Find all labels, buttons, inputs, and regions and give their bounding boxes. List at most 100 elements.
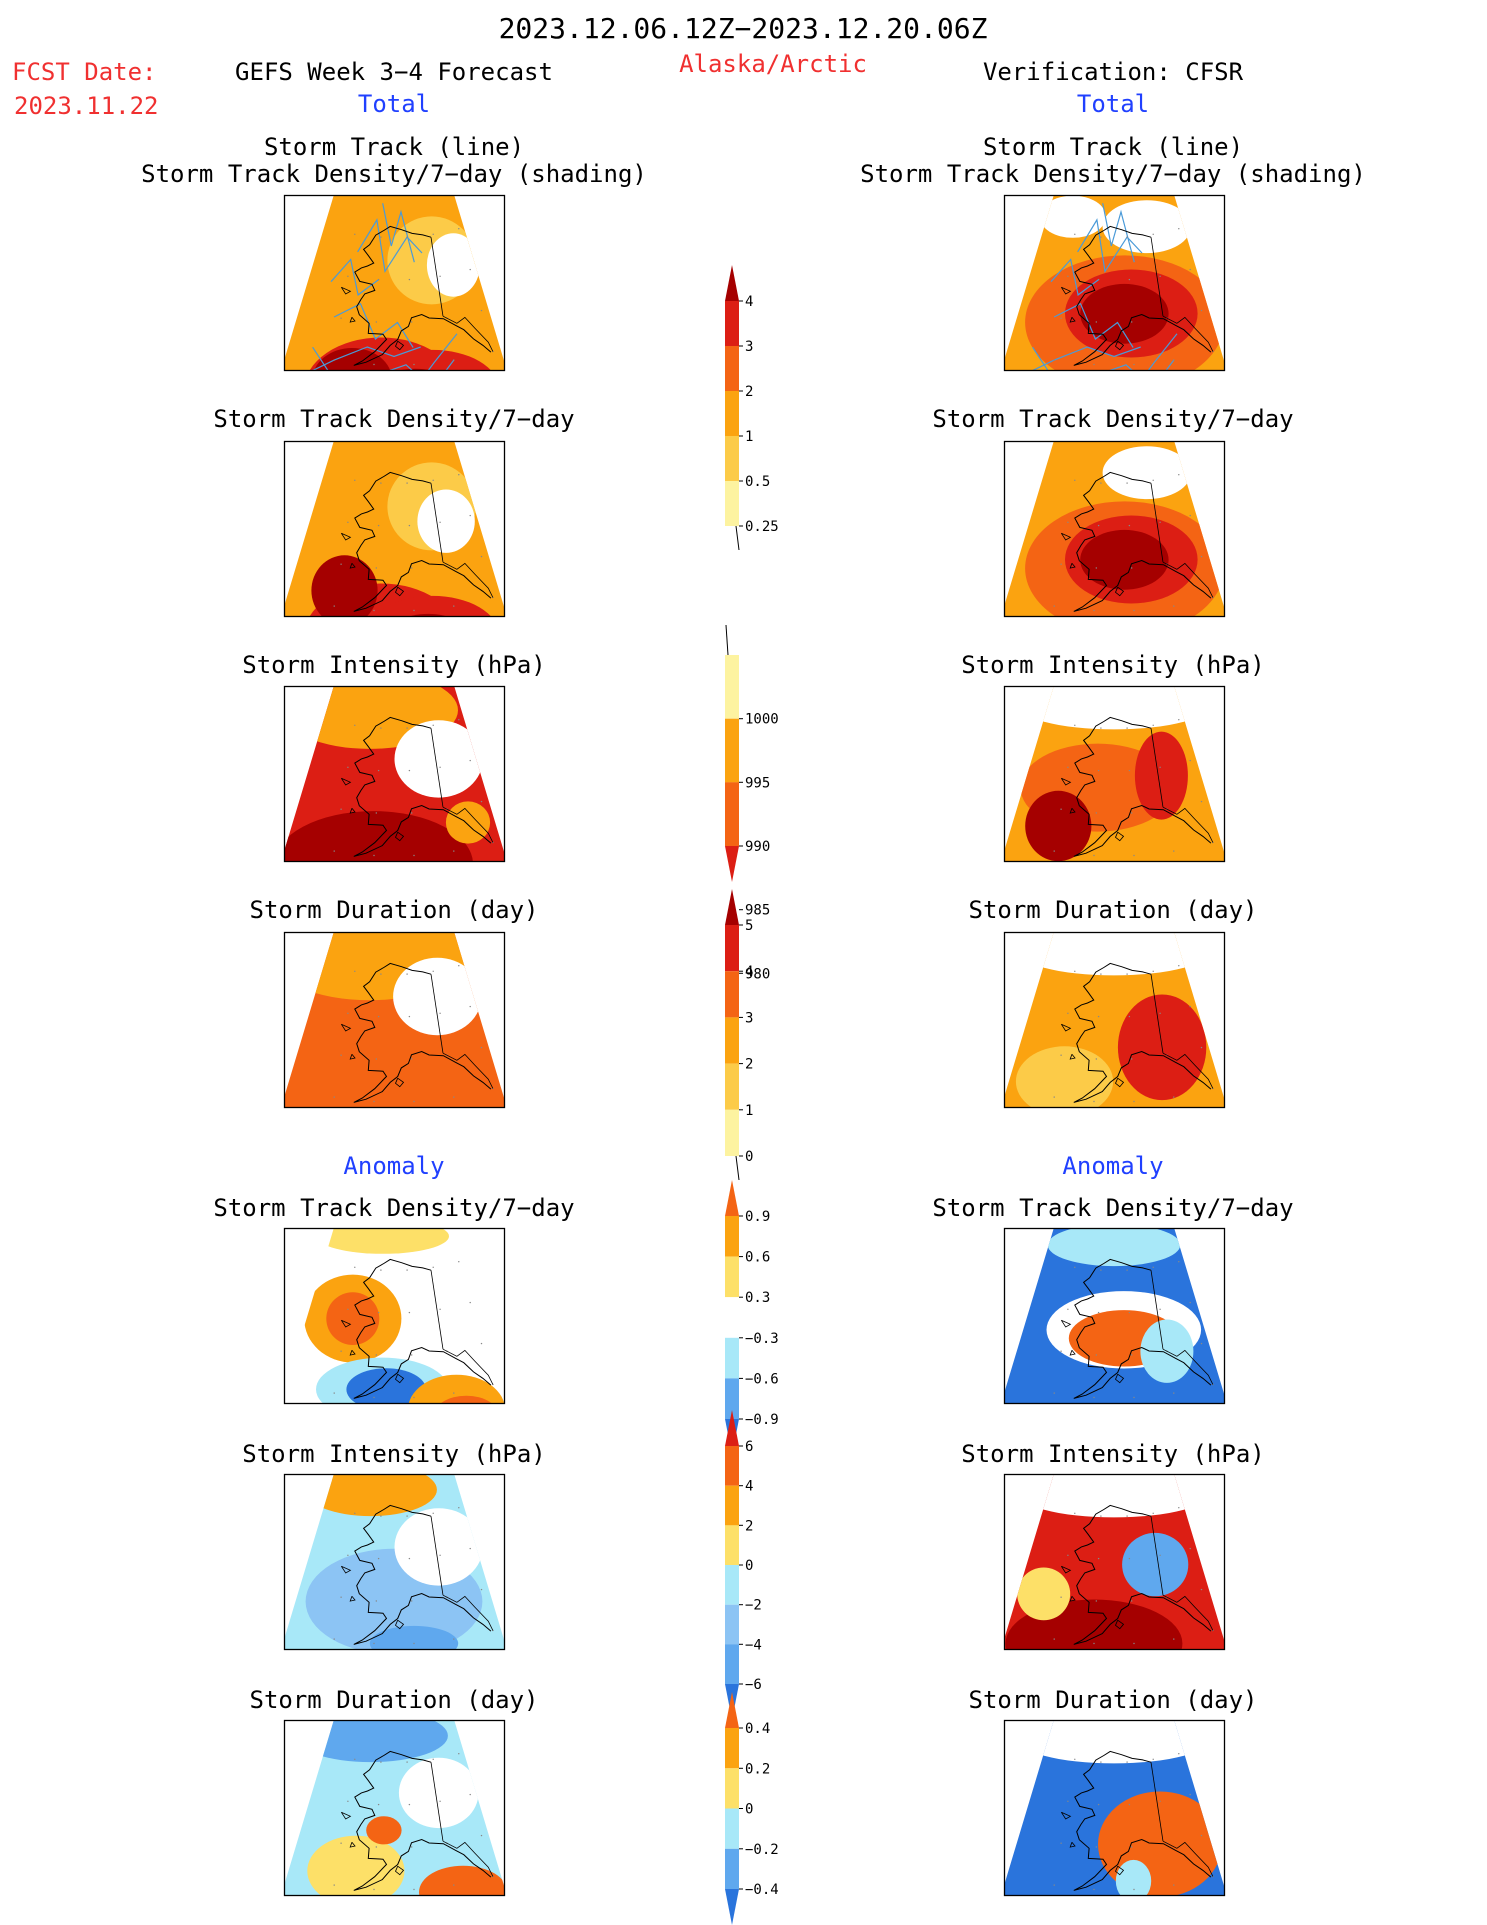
shading-blob (1015, 1046, 1114, 1108)
graticule-dot (469, 759, 471, 762)
graticule-dot (347, 1554, 349, 1556)
graticule-dot (1146, 683, 1147, 684)
island-outline (1115, 1865, 1125, 1876)
map-panel-forecast-storm-track (283, 192, 506, 372)
colorbar-density-total: 4 3 2 1 0.5 0.25 (725, 265, 779, 551)
graticule-dot (1152, 1758, 1154, 1760)
shading-blob (304, 1474, 437, 1517)
graticule-dot (408, 1311, 411, 1314)
graticule-dot (1095, 321, 1097, 323)
graticule-dot (432, 970, 434, 972)
coastline (353, 1750, 492, 1891)
graticule-dot (1189, 1547, 1191, 1550)
island-outline (1069, 807, 1076, 814)
colorbar-tick-label: −0.4 (745, 1882, 779, 1898)
shading-blob (1102, 200, 1191, 254)
graticule-dot (1060, 1842, 1062, 1844)
left-anom-density-title: Storm Track Density/7−day (213, 1194, 574, 1222)
graticule-dot (406, 236, 408, 238)
shading-blob (1014, 686, 1214, 730)
island-outline (1060, 532, 1072, 541)
graticule-dot (1097, 524, 1100, 527)
right-anom-density-title: Storm Track Density/7−day (932, 1194, 1293, 1222)
island-outline (1060, 286, 1072, 295)
graticule-dot (406, 973, 408, 975)
us-canada-border (1150, 1516, 1164, 1596)
graticule-dot (1053, 850, 1055, 852)
graticule-dot (377, 524, 380, 527)
us-canada-border (1150, 237, 1164, 317)
verification-title: Verification: CFSR (983, 58, 1244, 86)
colorbar-segment (725, 1728, 739, 1769)
graticule-dot (1095, 567, 1097, 569)
graticule-dot (1128, 278, 1131, 281)
graticule-dot (1200, 1046, 1203, 1049)
coastline (1073, 716, 1212, 857)
graticule-dot (1146, 1717, 1147, 1718)
graticule-dot (333, 1638, 335, 1640)
graticule-dot (406, 1761, 408, 1763)
shading-field (1004, 932, 1225, 1108)
graticule-dot (375, 1354, 377, 1356)
island-outline (1070, 1403, 1072, 1404)
graticule-dot (1133, 363, 1135, 366)
map-frame (1003, 931, 1226, 1109)
coastline (353, 1258, 492, 1399)
graticule-dot (1200, 1834, 1203, 1837)
graticule-dot (1178, 228, 1180, 230)
graticule-dot (1159, 1554, 1161, 1556)
island-outline (1070, 861, 1072, 862)
graticule-dot (1060, 317, 1062, 319)
graticule-dot (361, 929, 362, 930)
graticule-dot (1093, 1642, 1095, 1645)
shading-blob (1047, 1228, 1181, 1267)
map-panel-forecast-anomaly-duration (283, 1717, 506, 1897)
colorbar-tick-label: 6 (745, 1439, 753, 1455)
colorbar-tick-label: 2 (745, 384, 753, 400)
shading-blob (393, 957, 482, 1036)
colorbar-tick-label: −2 (745, 1598, 762, 1614)
graticule-dot (1126, 727, 1128, 729)
colorbar-tick-label: 3 (745, 339, 753, 355)
graticule-dot (453, 1884, 455, 1886)
coastline (1073, 962, 1212, 1103)
colorbar-segment (725, 718, 739, 783)
graticule-dot (439, 1554, 441, 1556)
island-outline (1115, 586, 1125, 597)
shading-blob (311, 555, 378, 617)
coastline (353, 471, 492, 612)
southeast-border (442, 1594, 494, 1631)
storm-track-line (333, 302, 414, 348)
colorbar-tick-label: 990 (745, 839, 770, 855)
southeast-border (1162, 806, 1214, 843)
graticule-dot (1053, 1096, 1055, 1098)
colorbar-tick-label: 0 (745, 1149, 753, 1165)
storm-track-line (1032, 333, 1178, 371)
graticule-dot (1097, 278, 1100, 281)
shading-blob (307, 1835, 405, 1896)
graticule-dot (1200, 555, 1203, 558)
graticule-dot (380, 236, 382, 238)
shading-blob (1134, 731, 1188, 820)
island-outline (340, 1023, 352, 1032)
shading-blob (1115, 1859, 1152, 1896)
map-panel-verification-anomaly-duration (1003, 1717, 1226, 1897)
colorbar-bottom-arrow (725, 846, 739, 882)
graticule-dot (361, 192, 362, 193)
graticule-dot (361, 1717, 362, 1718)
graticule-dot (354, 724, 356, 726)
graticule-dot (1067, 1012, 1069, 1014)
map-frame (1003, 685, 1226, 863)
graticule-dot (340, 1350, 342, 1352)
graticule-dot (1126, 236, 1128, 238)
graticule-dot (354, 970, 356, 972)
graticule-dot (413, 363, 415, 366)
island-outline (349, 1349, 356, 1356)
graticule-dot (439, 766, 441, 768)
colorbar-segment (725, 1297, 739, 1338)
graticule-dot (1095, 1058, 1097, 1060)
island-outline (1069, 1841, 1076, 1848)
graticule-dot (1100, 482, 1102, 484)
colorbar-segment (725, 1446, 739, 1486)
graticule-dot (453, 850, 455, 852)
